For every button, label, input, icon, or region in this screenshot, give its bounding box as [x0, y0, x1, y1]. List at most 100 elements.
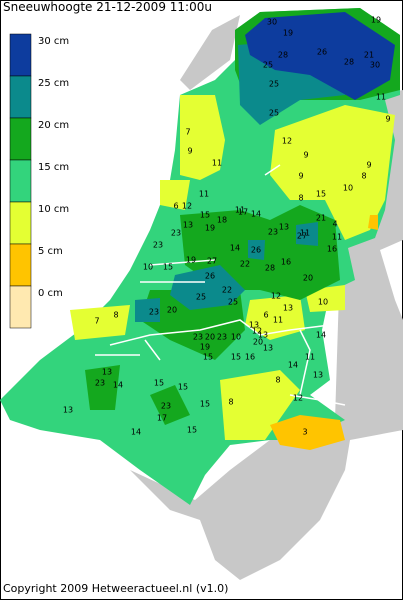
station-value: 23: [193, 333, 203, 342]
station-value: 27: [207, 257, 217, 266]
river: [95, 164, 346, 406]
station-value: 15: [178, 383, 188, 392]
legend-swatch: [9, 285, 32, 329]
station-value: 20: [303, 274, 313, 283]
station-value: 14: [131, 428, 141, 437]
station-value: 7: [94, 317, 99, 326]
station-value: 11: [376, 93, 386, 102]
station-value: 15: [200, 211, 210, 220]
station-value: 23: [153, 241, 163, 250]
station-value: 13: [263, 344, 273, 353]
station-value: 6: [263, 311, 268, 320]
station-value: 22: [240, 260, 250, 269]
station-value: 11: [273, 316, 283, 325]
legend-label: 20 cm: [38, 120, 69, 131]
station-value: 25: [196, 293, 206, 302]
station-value: 11: [212, 159, 222, 168]
zone-5cm: [270, 215, 378, 450]
station-value: 14: [230, 244, 240, 253]
station-value: 12: [182, 202, 192, 211]
station-value: 25: [269, 109, 279, 118]
station-value: 14: [316, 331, 326, 340]
legend-label: 30 cm: [38, 36, 69, 47]
station-value: 8: [113, 311, 118, 320]
station-value: 17: [238, 208, 248, 217]
map-title: Sneeuwhoogte 21-12-2009 11:00u: [3, 0, 212, 14]
station-value: 25: [263, 61, 273, 70]
zone-30cm: [245, 12, 395, 100]
legend-label: 15 cm: [38, 162, 69, 173]
station-value: 6: [173, 202, 178, 211]
station-value: 15: [163, 263, 173, 272]
station-value: 20: [253, 338, 263, 347]
station-value: 21: [364, 51, 374, 60]
station-value: 10: [143, 263, 153, 272]
station-value: 9: [366, 161, 371, 170]
station-value: 13: [102, 368, 112, 377]
station-value: 11: [305, 353, 315, 362]
station-value: 19: [205, 224, 215, 233]
station-value: 15: [154, 379, 164, 388]
station-value: 13: [249, 321, 259, 330]
legend-label: 25 cm: [38, 78, 69, 89]
station-value: 23: [149, 308, 159, 317]
station-value: 11: [332, 233, 342, 242]
station-value: 12: [293, 394, 303, 403]
station-value: 3: [302, 428, 307, 437]
station-value: 15: [187, 426, 197, 435]
station-value: 13: [183, 221, 193, 230]
station-value: 13: [258, 331, 268, 340]
station-value: 14: [113, 381, 123, 390]
legend-swatch: [9, 201, 32, 245]
station-value: 30: [267, 18, 277, 27]
station-value: 13: [63, 406, 73, 415]
legend-swatch: [9, 159, 32, 203]
station-value: 20: [205, 333, 215, 342]
station-value: 11: [300, 229, 310, 238]
station-value: 15: [316, 190, 326, 199]
station-value: 19: [200, 343, 210, 352]
zone-10cm: [70, 95, 395, 440]
station-value: 19: [371, 16, 381, 25]
station-value: 8: [298, 194, 303, 203]
station-value: 12: [252, 327, 262, 336]
station-value: 8: [361, 172, 366, 181]
legend-swatch: [9, 75, 32, 119]
station-value: 23: [95, 379, 105, 388]
zone-20cm: [85, 8, 400, 425]
station-value: 11: [199, 190, 209, 199]
station-value: 23: [171, 229, 181, 238]
station-value: 17: [157, 414, 167, 423]
station-value: 28: [265, 264, 275, 273]
legend-label: 5 cm: [38, 246, 63, 257]
station-value: 13: [283, 304, 293, 313]
station-value: 25: [228, 298, 238, 307]
station-value: 23: [268, 228, 278, 237]
station-value: 20: [167, 306, 177, 315]
station-value: 23: [161, 402, 171, 411]
station-value: 26: [251, 246, 261, 255]
station-value: 18: [217, 216, 227, 225]
station-value: 26: [317, 48, 327, 57]
station-value: 26: [205, 272, 215, 281]
station-value: 10: [343, 184, 353, 193]
station-value: 9: [298, 172, 303, 181]
station-value: 8: [275, 376, 280, 385]
legend-label: 10 cm: [38, 204, 69, 215]
station-value: 19: [186, 256, 196, 265]
station-value: 16: [245, 353, 255, 362]
station-value: 14: [251, 210, 261, 219]
station-value: 23: [217, 333, 227, 342]
station-value: 9: [187, 147, 192, 156]
station-value: 22: [222, 286, 232, 295]
station-value: 8: [228, 398, 233, 407]
legend: 30 cm 25 cm 20 cm 15 cm 10 cm 5 cm 0 cm: [9, 33, 69, 329]
station-value: 11: [235, 206, 245, 215]
station-value: 10: [231, 333, 241, 342]
legend-swatch: [9, 243, 32, 287]
station-value: 7: [185, 128, 190, 137]
station-value: 30: [370, 61, 380, 70]
station-value: 16: [281, 258, 291, 267]
